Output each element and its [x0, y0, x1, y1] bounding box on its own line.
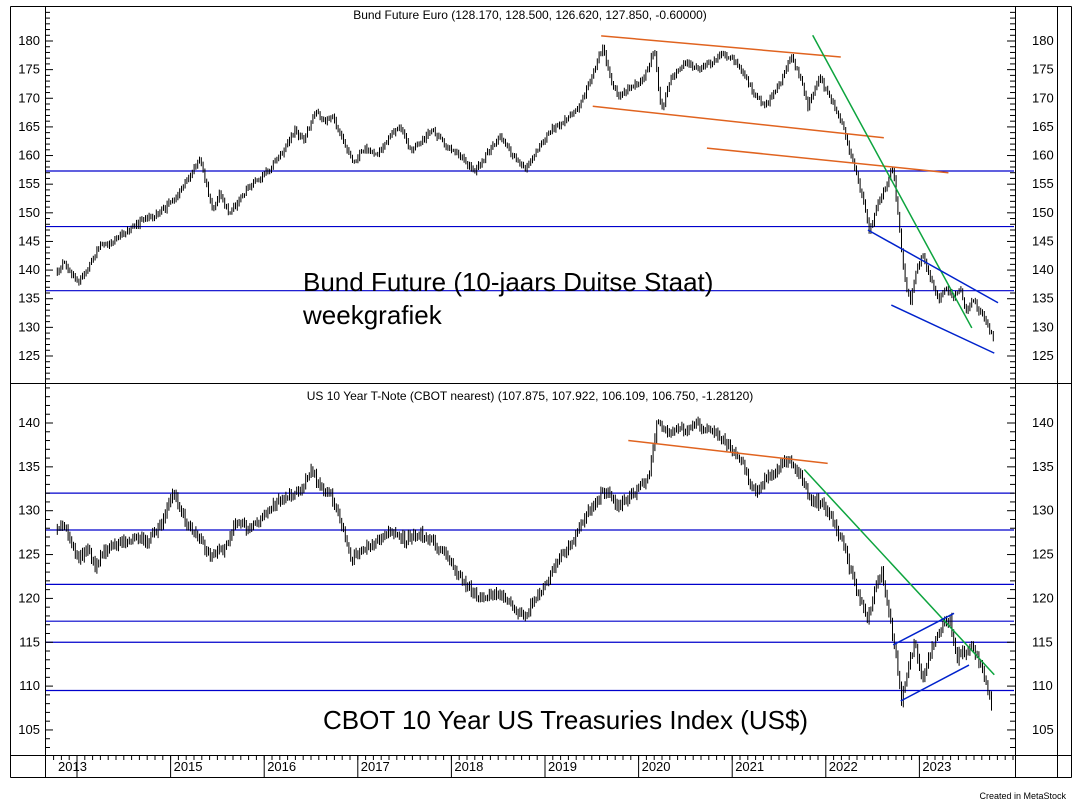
y-tick-label: 135 — [1032, 291, 1054, 306]
bund-inplot-label-line2: weekgrafiek — [303, 300, 442, 330]
blue-trendline — [900, 664, 970, 702]
y-tick-label: 180 — [18, 33, 40, 48]
blue-trendline — [867, 229, 999, 304]
tnote-plot-area — [46, 416, 1014, 711]
year-label: 2022 — [829, 759, 858, 774]
metastock-credit: Created in MetaStock — [979, 791, 1066, 801]
y-tick-label: 135 — [18, 459, 40, 474]
year-label: 2015 — [174, 759, 203, 774]
y-tick-label: 115 — [1032, 634, 1053, 649]
y-tick-label: 125 — [18, 348, 40, 363]
tnote-support-lines — [46, 492, 1014, 692]
y-tick-label: 160 — [1032, 148, 1054, 163]
y-tick-label: 150 — [1032, 205, 1054, 220]
y-tick-label: 110 — [19, 678, 40, 693]
y-tick-label: 140 — [1032, 262, 1054, 277]
blue-trendline — [891, 304, 995, 354]
year-label: 2017 — [361, 759, 390, 774]
green-trendline — [812, 34, 973, 329]
y-tick-label: 130 — [18, 319, 40, 334]
y-tick-label: 150 — [18, 205, 40, 220]
y-tick-label: 120 — [1032, 590, 1054, 605]
y-tick-label: 165 — [1032, 119, 1054, 134]
tnote-price-series — [56, 416, 992, 711]
y-tick-label: 130 — [1032, 503, 1054, 518]
tnote-y-axis: 105 105 110 110 115 115 120 120 125 125 130 130 135 1… — [18, 387, 1054, 748]
y-tick-label: 170 — [1032, 90, 1054, 105]
bund-price-series — [56, 44, 994, 342]
bund-inplot-label-line1: Bund Future (10-jaars Duitse Staat) — [303, 267, 714, 297]
bund-plot-area — [46, 34, 1014, 354]
y-tick-label: 165 — [18, 119, 40, 134]
chart-frame — [10, 6, 1072, 778]
bund-y-axis: 125 125 130 130 135 135 140 140 145 145 150 150 155 1… — [18, 11, 1054, 380]
orange-trendline — [628, 439, 828, 465]
y-tick-label: 140 — [18, 262, 40, 277]
x-axis-year-strip: 2013 2015 2016 2017 2018 2019 2020 2021 2022 2023 — [53, 755, 1014, 777]
bund-support-lines — [46, 170, 1014, 292]
y-tick-label: 135 — [1032, 459, 1054, 474]
blue-trendline — [892, 612, 955, 646]
y-tick-label: 140 — [1032, 415, 1054, 430]
y-tick-label: 155 — [18, 176, 40, 191]
tnote-inplot-label: CBOT 10 Year US Treasuries Index (US$) — [323, 705, 809, 735]
orange-trendline — [601, 35, 841, 58]
bund-inplot-label: Bund Future (10-jaars Duitse Staat) week… — [303, 266, 713, 332]
y-tick-label: 170 — [18, 90, 40, 105]
y-tick-label: 145 — [18, 233, 40, 248]
y-tick-label: 120 — [18, 590, 40, 605]
year-label: 2016 — [267, 759, 296, 774]
bund-quote-title: Bund Future Euro (128.170, 128.500, 126.… — [353, 8, 707, 22]
y-tick-label: 130 — [18, 503, 40, 518]
y-tick-label: 115 — [19, 634, 40, 649]
y-tick-label: 110 — [1032, 678, 1053, 693]
y-tick-label: 155 — [1032, 176, 1054, 191]
y-tick-label: 125 — [1032, 547, 1054, 562]
year-label: 2019 — [548, 759, 577, 774]
y-tick-label: 105 — [1032, 722, 1054, 737]
year-label: 2021 — [735, 759, 764, 774]
y-tick-label: 145 — [1032, 233, 1054, 248]
orange-trendline — [592, 105, 884, 139]
y-tick-label: 140 — [18, 415, 40, 430]
tnote-quote-title: US 10 Year T-Note (CBOT nearest) (107.87… — [306, 389, 754, 403]
year-label: 2020 — [642, 759, 671, 774]
year-label: 2018 — [454, 759, 483, 774]
orange-trendline — [706, 147, 949, 174]
y-tick-label: 125 — [1032, 348, 1054, 363]
year-label: 2023 — [922, 759, 951, 774]
y-tick-label: 175 — [1032, 62, 1054, 77]
y-tick-label: 135 — [18, 291, 40, 306]
year-label: 2013 — [58, 759, 87, 774]
y-tick-label: 105 — [18, 722, 40, 737]
green-trendline — [803, 468, 995, 676]
y-tick-label: 125 — [18, 547, 40, 562]
y-tick-label: 175 — [18, 62, 40, 77]
y-tick-label: 160 — [18, 148, 40, 163]
y-tick-label: 130 — [1032, 319, 1054, 334]
y-tick-label: 180 — [1032, 33, 1054, 48]
